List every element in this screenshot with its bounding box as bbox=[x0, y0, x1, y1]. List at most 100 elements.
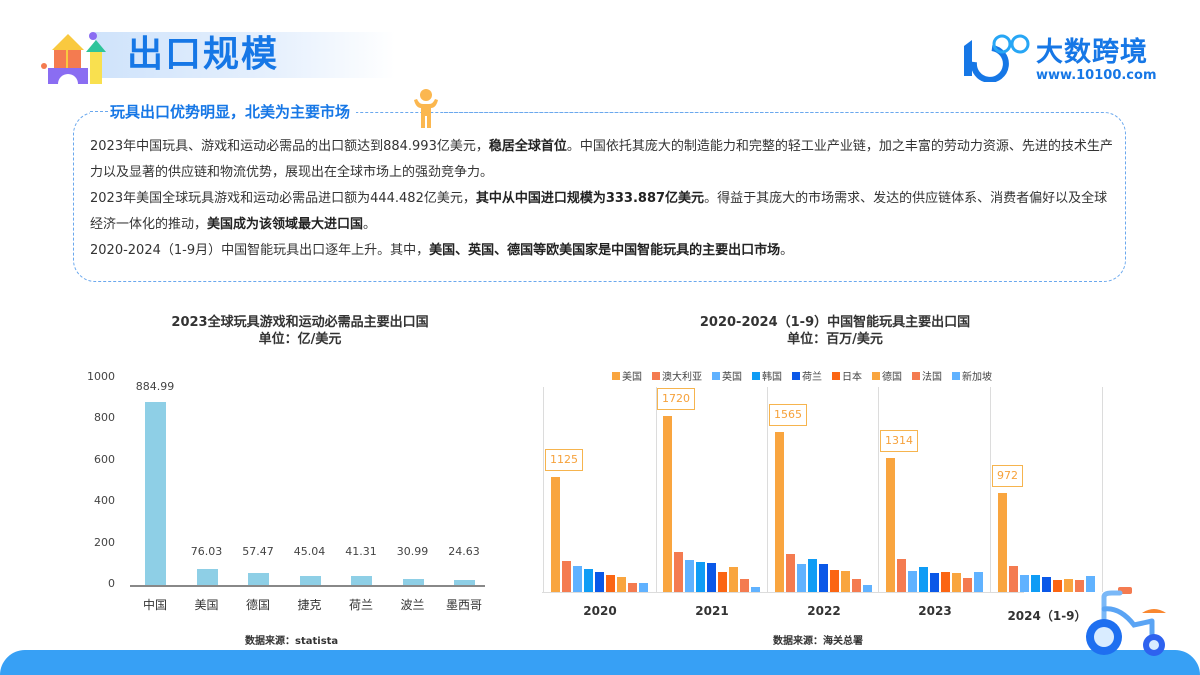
right-chart-separator bbox=[878, 387, 879, 592]
right-chart-bar bbox=[941, 571, 950, 592]
legend-item: 荷兰 bbox=[792, 368, 822, 383]
logo-text: 大数跨境 bbox=[1036, 37, 1148, 68]
bottom-band bbox=[0, 650, 1200, 675]
left-chart-category-label: 美国 bbox=[194, 598, 219, 612]
right-chart-data-label: 1565 bbox=[769, 403, 807, 426]
left-chart-y-tick: 600 bbox=[94, 452, 115, 466]
right-chart-bar bbox=[718, 571, 727, 592]
right-chart-bar bbox=[1031, 575, 1040, 592]
right-chart-separator bbox=[656, 387, 657, 592]
left-chart-y-tick: 400 bbox=[94, 494, 115, 508]
right-chart-data-label: 1720 bbox=[657, 388, 695, 410]
left-chart-category-label: 捷克 bbox=[297, 598, 322, 612]
legend-item: 韩国 bbox=[752, 368, 782, 383]
right-chart-bar bbox=[729, 567, 738, 592]
legend-label: 美国 bbox=[622, 372, 642, 383]
legend-swatch-icon bbox=[912, 371, 920, 380]
right-chart-bar bbox=[998, 492, 1007, 592]
right-chart-bar bbox=[819, 564, 828, 592]
legend-label: 韩国 bbox=[762, 372, 782, 383]
left-chart-bar bbox=[196, 569, 218, 585]
left-chart-value-label: 24.63 bbox=[448, 545, 480, 558]
right-chart-bar bbox=[696, 562, 705, 592]
logo-mark-icon bbox=[964, 34, 1030, 82]
right-chart-bar bbox=[617, 576, 626, 592]
legend-item: 法国 bbox=[912, 368, 942, 383]
right-chart-category-label: 2020 bbox=[583, 604, 617, 618]
right-chart-bar bbox=[808, 559, 817, 592]
info-paragraph-3: 2020-2024（1-9月）中国智能玩具出口逐年上升。其中，美国、英国、德国等… bbox=[90, 243, 794, 258]
right-chart-category-label: 2022 bbox=[807, 604, 841, 618]
right-chart-legend: 美国 澳大利亚 英国 韩国 荷兰 日本 德国 法国 新加坡 bbox=[612, 368, 992, 383]
right-chart-bar bbox=[1064, 578, 1073, 592]
right-chart-bar bbox=[740, 578, 749, 592]
legend-label: 澳大利亚 bbox=[662, 372, 702, 383]
legend-label: 法国 bbox=[922, 372, 942, 383]
right-chart-separator bbox=[990, 387, 991, 592]
logo-url[interactable]: www.10100.com bbox=[1036, 68, 1157, 83]
right-chart-bar bbox=[1075, 579, 1084, 592]
legend-swatch-icon bbox=[832, 371, 840, 380]
child-figure-icon bbox=[414, 89, 438, 128]
right-chart-source: 数据来源：海关总署 bbox=[773, 636, 863, 647]
right-chart-bar bbox=[775, 431, 784, 592]
legend-item: 德国 bbox=[872, 368, 902, 383]
legend-item: 澳大利亚 bbox=[652, 368, 702, 383]
right-chart-bar bbox=[1009, 566, 1018, 592]
left-chart-value-label: 45.04 bbox=[293, 545, 326, 558]
legend-label: 新加坡 bbox=[962, 372, 992, 383]
legend-label: 德国 bbox=[882, 372, 902, 383]
info-paragraph-2: 2023年美国全球玩具游戏和运动必需品进口额为444.482亿美元，其中从中国进… bbox=[90, 191, 1108, 232]
right-chart-separator bbox=[767, 387, 768, 592]
right-chart-bar bbox=[551, 476, 560, 592]
right-chart-bar bbox=[639, 582, 648, 592]
right-chart-category-label: 2021 bbox=[695, 604, 729, 618]
brand-logo: 大数跨境 www.10100.com bbox=[958, 30, 1168, 90]
legend-swatch-icon bbox=[872, 371, 880, 380]
page-title: 出口规模 bbox=[127, 34, 280, 75]
right-chart-bar bbox=[952, 573, 961, 592]
left-chart-title: 2023全球玩具游戏和运动必需品主要出口国 单位：亿/美元 bbox=[171, 315, 429, 347]
left-chart-bar bbox=[145, 401, 166, 585]
legend-item: 美国 bbox=[612, 368, 642, 383]
legend-swatch-icon bbox=[752, 371, 760, 380]
left-chart-category-label: 中国 bbox=[142, 598, 167, 612]
right-chart-separator bbox=[1102, 387, 1103, 592]
legend-swatch-icon bbox=[652, 371, 660, 380]
left-chart-category-label: 墨西哥 bbox=[445, 598, 482, 612]
legend-label: 日本 bbox=[842, 372, 862, 383]
legend-label: 英国 bbox=[722, 372, 742, 383]
left-chart-value-label: 884.99 bbox=[135, 379, 175, 393]
right-chart-bar bbox=[886, 457, 895, 592]
right-chart-data-label: 1125 bbox=[545, 448, 583, 471]
info-heading: 玩具出口优势明显，北美为主要市场 bbox=[110, 102, 351, 121]
right-chart-bar bbox=[919, 567, 928, 592]
right-chart-bar bbox=[674, 551, 683, 592]
left-chart-category-label: 荷兰 bbox=[348, 598, 373, 612]
info-heading-wrap: 玩具出口优势明显，北美为主要市场 bbox=[90, 98, 357, 124]
legend-swatch-icon bbox=[712, 371, 720, 380]
right-chart-bar bbox=[1086, 575, 1095, 592]
right-chart-bar bbox=[852, 579, 861, 592]
tricycle-icon bbox=[1086, 587, 1166, 656]
left-chart-bar bbox=[248, 573, 269, 585]
right-chart-category-label: 2023 bbox=[918, 604, 952, 618]
left-chart-bar bbox=[454, 579, 475, 585]
right-chart-bar bbox=[963, 578, 972, 592]
right-chart-bar bbox=[1053, 579, 1062, 592]
right-chart-bar bbox=[663, 416, 672, 592]
left-chart-bar bbox=[351, 576, 372, 585]
right-chart-bar bbox=[1042, 577, 1051, 592]
left-chart-bar bbox=[402, 578, 424, 585]
right-chart-bar bbox=[628, 582, 637, 592]
right-chart-bar bbox=[786, 554, 795, 592]
left-chart-x-axis bbox=[130, 585, 485, 587]
right-chart-bar bbox=[830, 570, 839, 592]
right-chart-bar bbox=[573, 566, 582, 592]
right-chart-bar bbox=[797, 564, 806, 592]
legend-swatch-icon bbox=[792, 371, 800, 380]
left-chart-value-label: 41.31 bbox=[345, 545, 377, 558]
left-chart-category-label: 波兰 bbox=[400, 598, 425, 612]
right-chart-bar bbox=[584, 568, 593, 592]
